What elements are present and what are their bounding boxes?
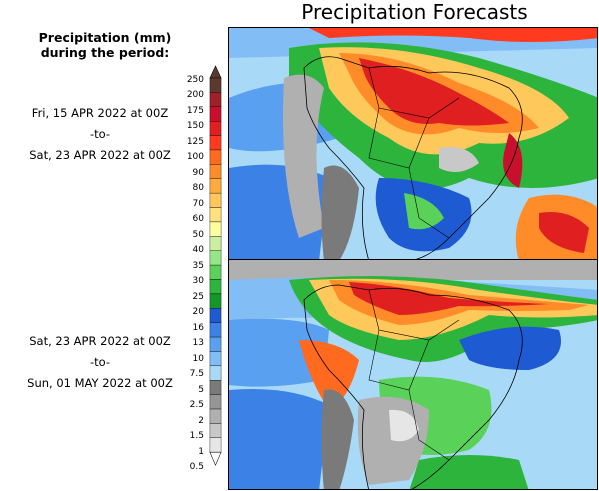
- colorbar-label-1: 1: [198, 446, 204, 457]
- colorbar-swatch-0.5: [209, 437, 222, 453]
- period-2-separator: -to-: [89, 355, 111, 369]
- period-1-from: Fri, 15 APR 2022 at 00Z: [31, 106, 169, 120]
- colorbar-swatch-30: [209, 264, 222, 280]
- colorbar-label-7.5: 7.5: [189, 369, 204, 379]
- period-2-label: Sat, 23 APR 2022 at 00Z -to- Sun, 01 MAY…: [0, 331, 200, 394]
- colorbar-label-20: 20: [192, 307, 204, 317]
- legend-title: Precipitation (mm) during the period:: [0, 30, 210, 60]
- colorbar-swatch-10: [209, 336, 222, 352]
- colorbar-swatch-7.5: [209, 351, 222, 367]
- map-panel-period-1: [228, 27, 598, 260]
- colorbar-swatch-80: [209, 178, 222, 194]
- colorbar-swatch-2: [209, 394, 222, 410]
- colorbar-label-150: 150: [186, 121, 204, 131]
- colorbar-swatch-50: [209, 221, 222, 237]
- colorbar-swatch-16: [209, 308, 222, 323]
- colorbar-label-90: 90: [192, 167, 204, 178]
- colorbar-label-0.5: 0.5: [189, 462, 204, 472]
- colorbar-label-250: 250: [186, 74, 204, 85]
- colorbar-label-80: 80: [192, 183, 204, 193]
- colorbar-swatch-70: [209, 192, 222, 208]
- colorbar-label-1.5: 1.5: [189, 431, 204, 441]
- colorbar-label-25: 25: [192, 291, 204, 302]
- period-1-separator: -to-: [89, 127, 111, 141]
- precipitation-colorbar: [209, 65, 222, 466]
- colorbar-swatch-25: [209, 279, 222, 295]
- colorbar-label-125: 125: [186, 136, 204, 147]
- colorbar-label-200: 200: [186, 90, 204, 100]
- colorbar-label-2.5: 2.5: [189, 400, 204, 410]
- colorbar-swatch-1.5: [209, 408, 222, 424]
- colorbar-label-60: 60: [192, 214, 204, 224]
- colorbar-label-100: 100: [186, 152, 204, 162]
- colorbar-swatch-2.5: [209, 380, 222, 395]
- colorbar-label-40: 40: [192, 245, 204, 255]
- precip-map-1: [229, 28, 597, 259]
- colorbar-swatch-100: [209, 149, 222, 165]
- colorbar-swatch-60: [209, 207, 222, 223]
- colorbar-label-70: 70: [192, 198, 204, 209]
- colorbar-label-10: 10: [192, 353, 204, 364]
- colorbar-swatch-150: [209, 120, 222, 136]
- colorbar-swatch-20: [209, 293, 222, 309]
- colorbar-bottom-arrow: [209, 451, 222, 466]
- colorbar-swatch-13: [209, 322, 222, 338]
- colorbar-label-35: 35: [192, 260, 204, 271]
- colorbar-label-50: 50: [192, 229, 204, 240]
- colorbar-swatch-40: [209, 236, 222, 251]
- colorbar-swatch-200: [209, 92, 222, 107]
- colorbar-label-175: 175: [186, 105, 204, 116]
- colorbar-label-13: 13: [192, 338, 204, 348]
- colorbar-label-5: 5: [198, 384, 204, 395]
- period-1-to: Sat, 23 APR 2022 at 00Z: [29, 148, 171, 162]
- colorbar-swatch-125: [209, 135, 222, 151]
- colorbar-label-30: 30: [192, 276, 204, 286]
- legend-title-line-1: Precipitation (mm): [38, 30, 172, 45]
- legend-title-line-2: during the period:: [40, 45, 170, 60]
- colorbar-swatch-90: [209, 164, 222, 179]
- map-panel-period-2: [228, 259, 598, 490]
- period-1-label: Fri, 15 APR 2022 at 00Z -to- Sat, 23 APR…: [0, 103, 200, 166]
- colorbar-swatch-175: [209, 106, 222, 122]
- colorbar-swatch-250: [209, 77, 222, 93]
- colorbar-swatch-5: [209, 365, 222, 381]
- colorbar-swatch-1: [209, 423, 222, 439]
- period-2-to: Sun, 01 MAY 2022 at 00Z: [27, 376, 173, 390]
- colorbar-label-16: 16: [192, 322, 204, 333]
- chart-title: Precipitation Forecasts: [301, 0, 528, 24]
- colorbar-label-2: 2: [198, 415, 204, 426]
- precip-map-2: [229, 260, 597, 489]
- colorbar-top-arrow: [209, 65, 222, 79]
- colorbar-swatch-35: [209, 250, 222, 266]
- period-2-from: Sat, 23 APR 2022 at 00Z: [29, 334, 171, 348]
